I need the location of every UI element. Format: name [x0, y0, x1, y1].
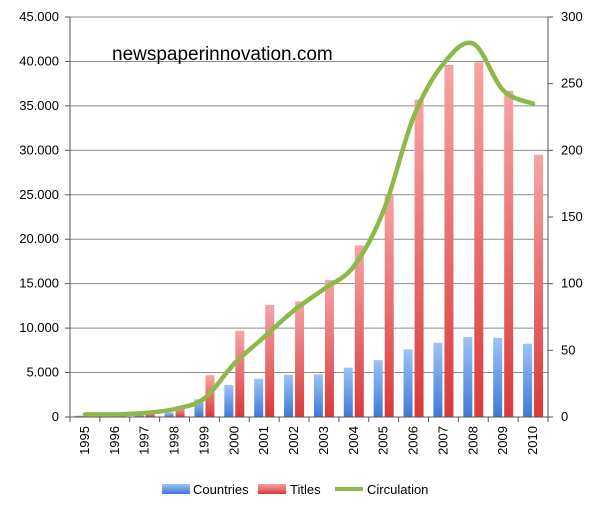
bar-countries: [313, 374, 323, 417]
bar-countries: [343, 367, 353, 417]
y2-tick-label: 100: [561, 276, 583, 291]
x-tick-label: 2006: [406, 426, 421, 455]
y-tick-label: 15.000: [19, 276, 59, 291]
bar-titles: [265, 305, 275, 417]
bar-countries: [284, 374, 294, 417]
legend-swatch-titles: [258, 484, 286, 494]
bar-countries: [254, 378, 264, 417]
bar-countries: [164, 412, 174, 417]
bar-countries: [433, 342, 443, 417]
watermark-text: newspaperinnovation.com: [112, 44, 333, 65]
y-tick-label: 30.000: [19, 142, 59, 157]
bars: [74, 62, 544, 418]
bar-countries: [403, 349, 413, 417]
bar-countries: [194, 399, 204, 417]
bar-countries: [493, 337, 503, 417]
bar-titles: [295, 301, 305, 417]
y-tick-label: 45.000: [19, 9, 59, 24]
bar-titles: [354, 245, 364, 417]
gridlines: [70, 16, 548, 418]
circulation-line-group: [82, 40, 536, 417]
x-tick-label: 2010: [525, 426, 540, 455]
legend-label-titles: Titles: [290, 482, 321, 497]
bar-titles: [444, 65, 454, 417]
y-tick-label: 5.000: [26, 365, 59, 380]
bar-titles: [474, 62, 484, 417]
bar-titles: [145, 412, 155, 417]
y2-tick-label: 150: [561, 209, 583, 224]
bar-countries: [463, 337, 473, 417]
bar-titles: [414, 99, 424, 418]
x-tick-label: 1996: [107, 426, 122, 455]
bar-titles: [175, 407, 185, 417]
bar-titles: [324, 280, 334, 417]
x-tick-label: 2009: [495, 426, 510, 455]
y2-tick-label: 300: [561, 9, 583, 24]
bar-countries: [523, 343, 533, 417]
bar-titles: [384, 194, 394, 417]
y2-tick-label: 250: [561, 76, 583, 91]
bar-titles: [235, 330, 245, 417]
y2-tick-label: 50: [561, 342, 575, 357]
legend-swatch-countries: [162, 484, 190, 494]
bar-countries: [134, 414, 144, 417]
x-tick-label: 2000: [226, 426, 241, 455]
bar-titles: [504, 90, 514, 418]
x-tick-label: 1995: [77, 426, 92, 455]
x-tick-label: 2005: [376, 426, 391, 455]
x-tick-label: 2008: [465, 426, 480, 455]
circulation-line: [82, 40, 536, 417]
y-tick-label: 0: [52, 409, 59, 424]
x-tick-label: 2003: [316, 426, 331, 455]
x-tick-label: 2004: [346, 426, 361, 455]
y-tick-label: 20.000: [19, 231, 59, 246]
bar-countries: [224, 385, 234, 417]
legend-label-circulation: Circulation: [367, 482, 428, 497]
legend-label-countries: Countries: [193, 482, 249, 497]
x-tick-label: 1998: [167, 426, 182, 455]
bar-countries: [74, 415, 84, 417]
x-tick-label: 2002: [286, 426, 301, 455]
y2-tick-label: 0: [561, 409, 568, 424]
tick-labels: 0 5.000 10.000 15.000 20.000 25.000 30.000 35.0…: [19, 9, 582, 455]
legend: Countries Titles Circulation: [162, 482, 428, 497]
y-tick-label: 25.000: [19, 187, 59, 202]
x-tick-label: 1999: [196, 426, 211, 455]
y-tick-label: 40.000: [19, 53, 59, 68]
x-tick-label: 2001: [256, 426, 271, 455]
bar-countries: [373, 360, 383, 417]
x-tick-label: 2007: [435, 426, 450, 455]
bar-titles: [534, 154, 544, 417]
y-tick-label: 35.000: [19, 98, 59, 113]
y2-tick-label: 200: [561, 142, 583, 157]
x-tick-label: 1997: [137, 426, 152, 455]
y-tick-label: 10.000: [19, 320, 59, 335]
axes: [65, 16, 553, 422]
